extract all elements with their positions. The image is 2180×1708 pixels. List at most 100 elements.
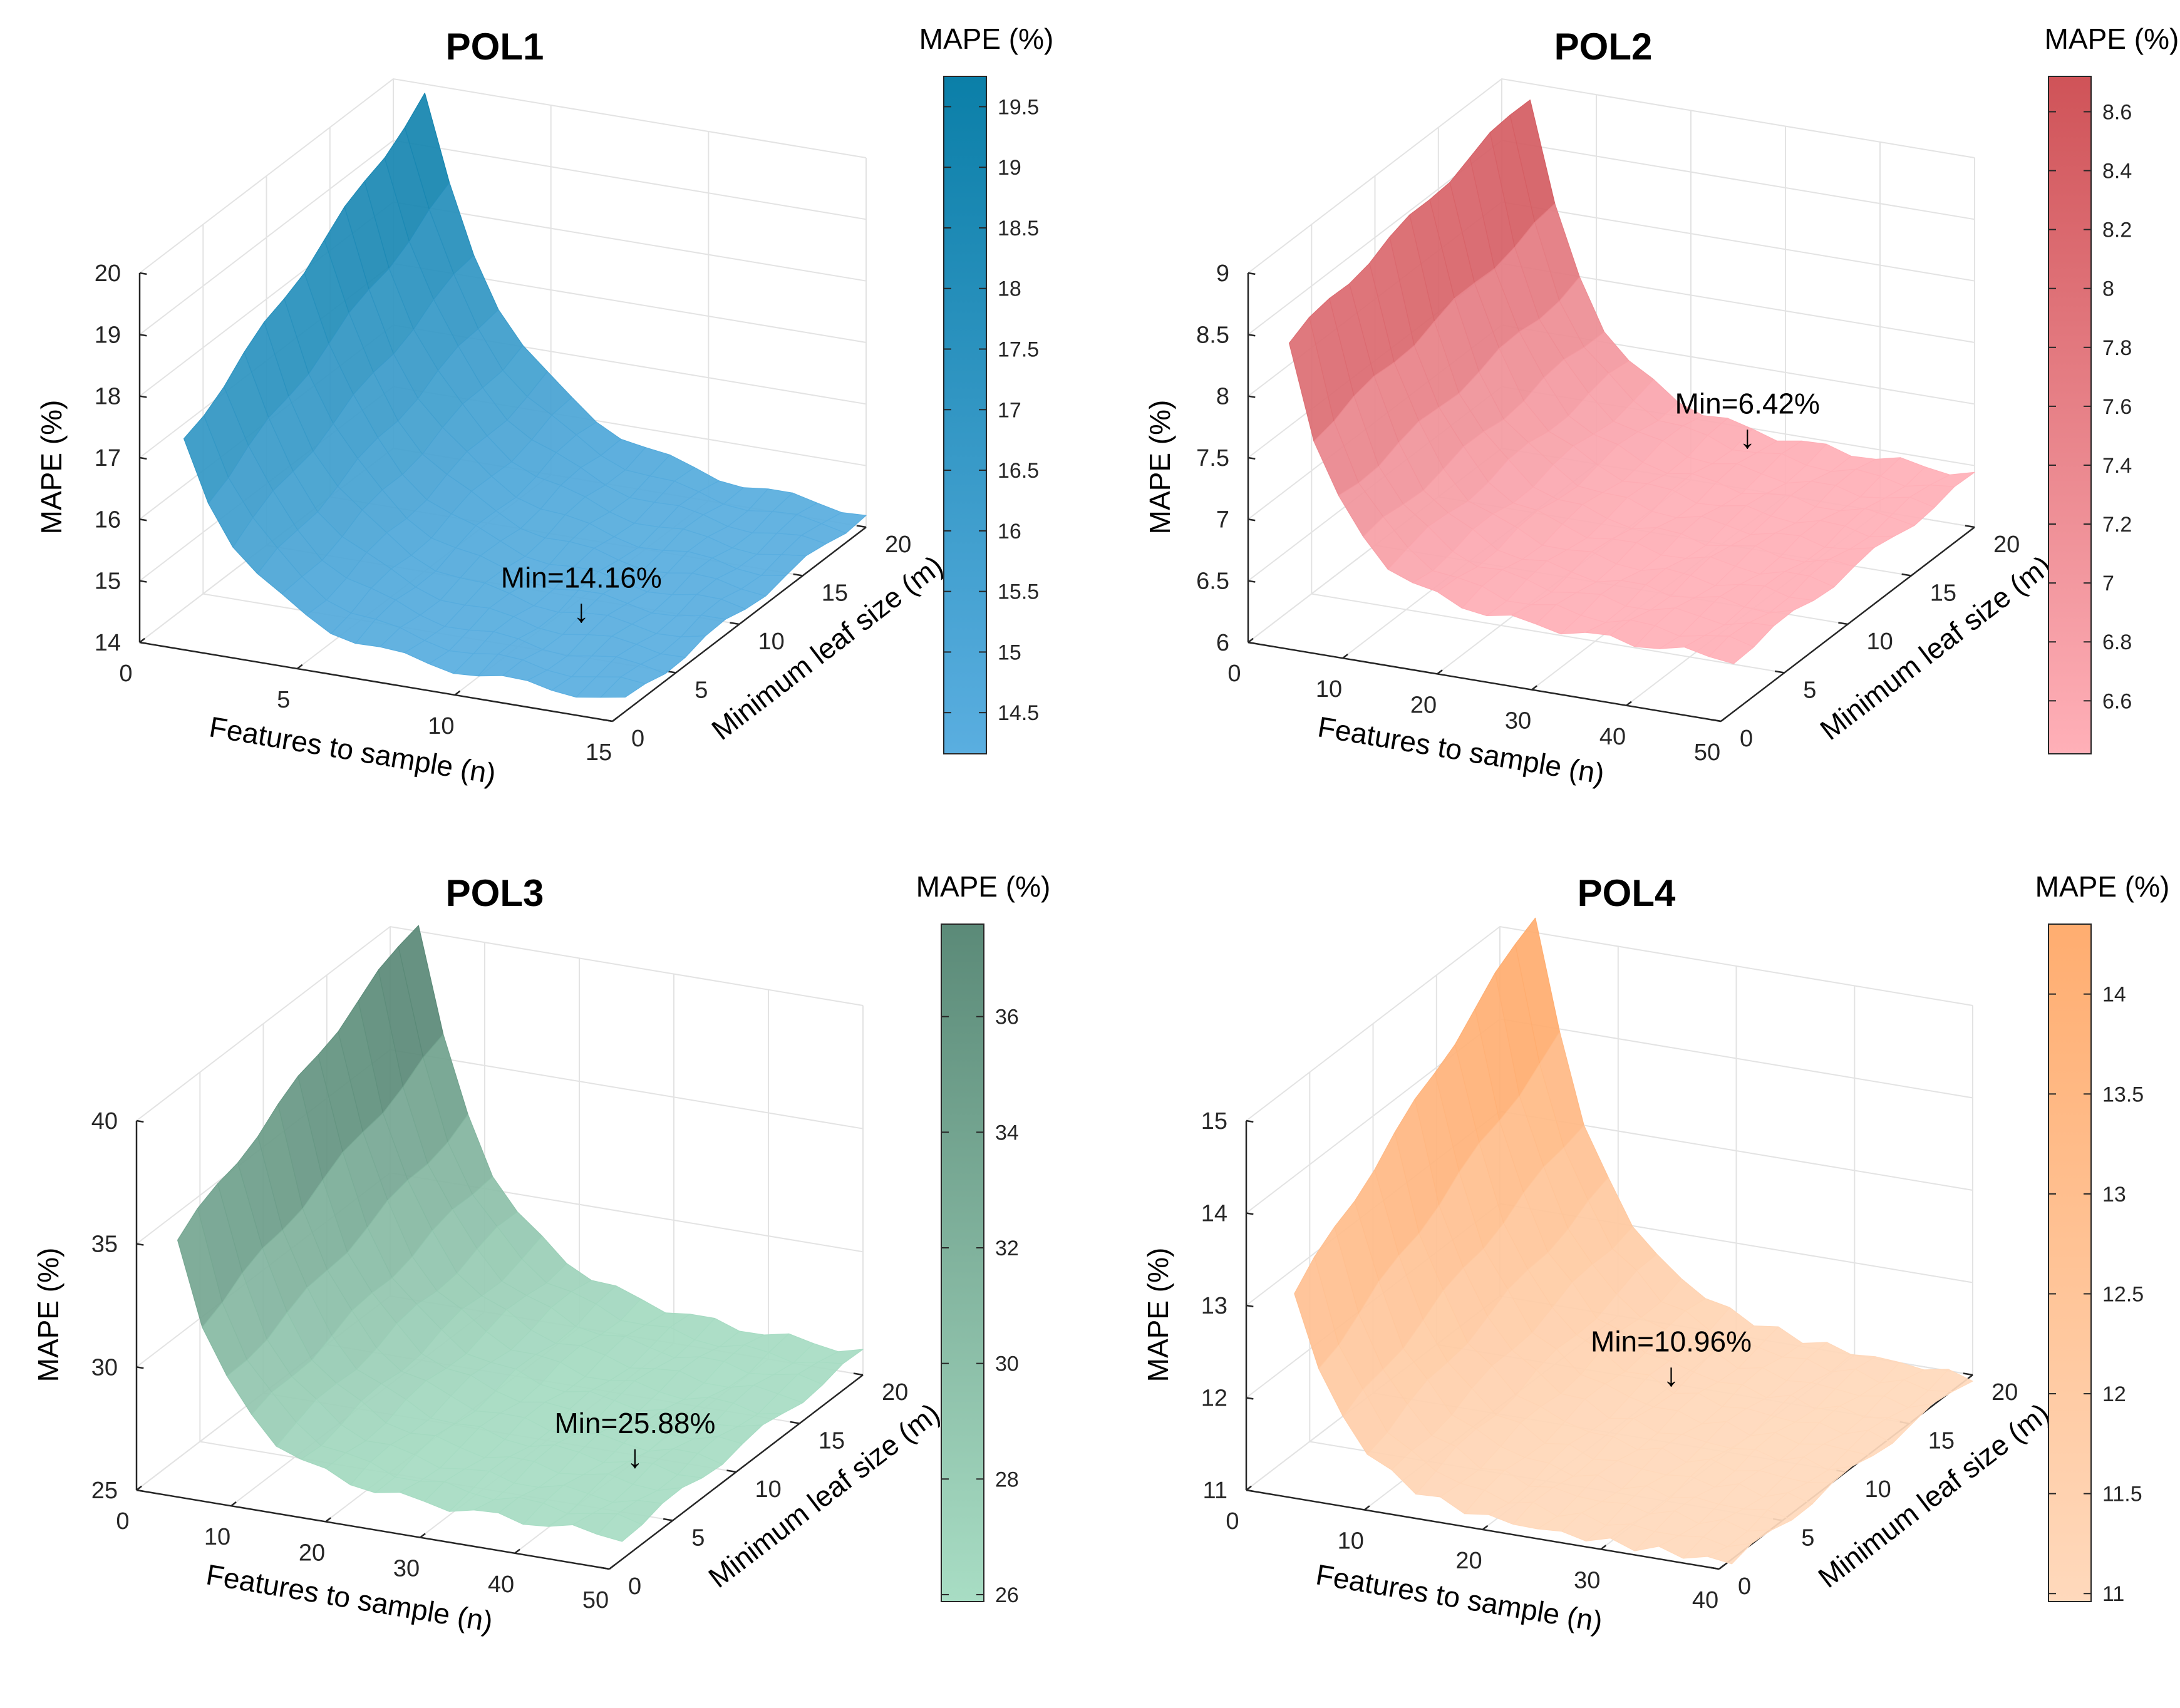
- x-tick-mark: [1626, 701, 1632, 706]
- colorbar-title: MAPE (%): [916, 870, 1051, 903]
- y-tick-label: 10: [1867, 629, 1893, 655]
- x-tick-label: 40: [1599, 724, 1626, 750]
- y-tick-mark: [663, 1518, 673, 1521]
- z-tick-mark: [139, 518, 147, 522]
- x-tick-mark: [1437, 669, 1443, 675]
- y-tick-mark: [1838, 622, 1848, 625]
- z-tick-mark: [1248, 334, 1256, 337]
- x-tick-label: 40: [488, 1572, 514, 1598]
- surface: [177, 925, 864, 1542]
- grid-line: [136, 925, 864, 1121]
- y-tick-label: 0: [628, 1573, 641, 1600]
- grid-line: [139, 140, 867, 336]
- colorbar-tick-label: 26: [995, 1583, 1019, 1607]
- z-tick-mark: [139, 395, 147, 398]
- z-tick-mark: [1246, 1119, 1254, 1123]
- x-tick-mark: [1720, 716, 1727, 722]
- z-tick-mark: [1246, 1489, 1254, 1493]
- chart-title: POL1: [446, 26, 544, 68]
- z-tick-mark: [139, 580, 147, 583]
- min-annotation-label: Min=14.16%: [501, 562, 662, 594]
- colorbar-title: MAPE (%): [2035, 870, 2170, 903]
- y-tick-label: 5: [691, 1525, 705, 1551]
- min-annotation-label: Min=10.96%: [1591, 1325, 1752, 1358]
- x-tick-mark: [1531, 685, 1537, 691]
- colorbar: [941, 923, 984, 1602]
- y-tick-label: 5: [1801, 1525, 1814, 1551]
- min-annotation-arrow: ↓: [573, 594, 589, 630]
- x-tick-label: 10: [1338, 1528, 1364, 1555]
- x-tick-label: 20: [299, 1540, 325, 1566]
- y-tick-label: 20: [885, 532, 911, 558]
- x-tick-label: 5: [277, 687, 290, 713]
- colorbar-tick-label: 7.6: [2102, 395, 2132, 419]
- chart-title: POL3: [446, 872, 544, 914]
- min-annotation-arrow: ↓: [627, 1439, 643, 1475]
- x-tick-label: 50: [1694, 739, 1720, 766]
- z-tick-label: 30: [91, 1354, 118, 1381]
- y-axis-label: Minimum leaf size (m): [1814, 549, 2057, 746]
- z-tick-mark: [1246, 1397, 1254, 1400]
- surface-patch: [600, 676, 646, 698]
- x-tick-mark: [612, 716, 618, 722]
- y-tick-mark: [599, 1567, 610, 1570]
- colorbar-title: MAPE (%): [2045, 23, 2179, 55]
- colorbar: [2048, 923, 2092, 1602]
- z-tick-mark: [139, 641, 147, 645]
- x-tick-label: 10: [1316, 676, 1342, 702]
- y-tick-label: 15: [822, 580, 848, 607]
- colorbar-tick-label: 16: [998, 520, 1021, 543]
- z-axis-label: MAPE (%): [35, 400, 68, 535]
- colorbar-tick-label: 12: [2102, 1382, 2126, 1406]
- colorbar-tick-label: 14: [2102, 983, 2126, 1007]
- grid-line: [1246, 925, 1973, 1121]
- x-axis-line: [139, 641, 613, 723]
- colorbar-tick-label: 14.5: [998, 701, 1039, 725]
- min-annotation-label: Min=25.88%: [554, 1407, 715, 1439]
- x-tick-mark: [1600, 1545, 1607, 1550]
- axes: [135, 1119, 864, 1570]
- y-tick-mark: [793, 573, 803, 577]
- z-tick-mark: [139, 272, 147, 275]
- z-axis-label: MAPE (%): [1144, 400, 1176, 535]
- z-tick-label: 35: [91, 1232, 118, 1258]
- chart-title: POL2: [1554, 26, 1653, 68]
- x-tick-label: 20: [1455, 1548, 1482, 1574]
- colorbar-tick-label: 34: [995, 1121, 1019, 1145]
- min-annotation-arrow: ↓: [1739, 419, 1755, 456]
- x-tick-mark: [1482, 1525, 1489, 1530]
- z-tick-mark: [136, 1366, 144, 1369]
- x-tick-label: 50: [582, 1587, 609, 1613]
- z-tick-label: 12: [1201, 1386, 1227, 1412]
- x-tick-label: 0: [1226, 1508, 1239, 1535]
- colorbar-tick-label: 7: [2102, 572, 2114, 595]
- z-tick-label: 25: [91, 1478, 118, 1504]
- colorbar-tick-label: 8.2: [2102, 219, 2132, 242]
- y-tick-mark: [726, 1469, 736, 1473]
- colorbar-tick-label: 8.6: [2102, 100, 2132, 124]
- colorbar-tick-label: 18: [998, 277, 1021, 301]
- colorbar-tick-label: 7.2: [2102, 513, 2132, 537]
- z-tick-label: 6: [1216, 630, 1229, 656]
- colorbar-tick-label: 15: [998, 640, 1021, 664]
- colorbar-tick-label: 19.5: [998, 95, 1039, 119]
- x-tick-label: 40: [1692, 1587, 1718, 1613]
- colorbar-tick-label: 13: [2102, 1183, 2126, 1206]
- surface: [1289, 100, 1975, 664]
- y-tick-mark: [602, 719, 613, 723]
- z-tick-mark: [1248, 456, 1256, 460]
- y-tick-label: 5: [1803, 677, 1816, 704]
- z-tick-label: 15: [95, 568, 121, 595]
- z-tick-label: 14: [1201, 1201, 1227, 1227]
- surface: [1294, 917, 1973, 1565]
- y-tick-label: 10: [758, 629, 785, 655]
- y-tick-label: 0: [1738, 1573, 1751, 1600]
- z-tick-mark: [136, 1489, 144, 1493]
- z-tick-label: 14: [95, 630, 121, 656]
- colorbar-tick-label: 32: [995, 1237, 1019, 1260]
- x-tick-label: 10: [204, 1524, 230, 1550]
- x-tick-label: 20: [1410, 692, 1437, 718]
- x-axis-label: Features to sample (n): [207, 710, 499, 790]
- y-tick-label: 15: [819, 1428, 845, 1454]
